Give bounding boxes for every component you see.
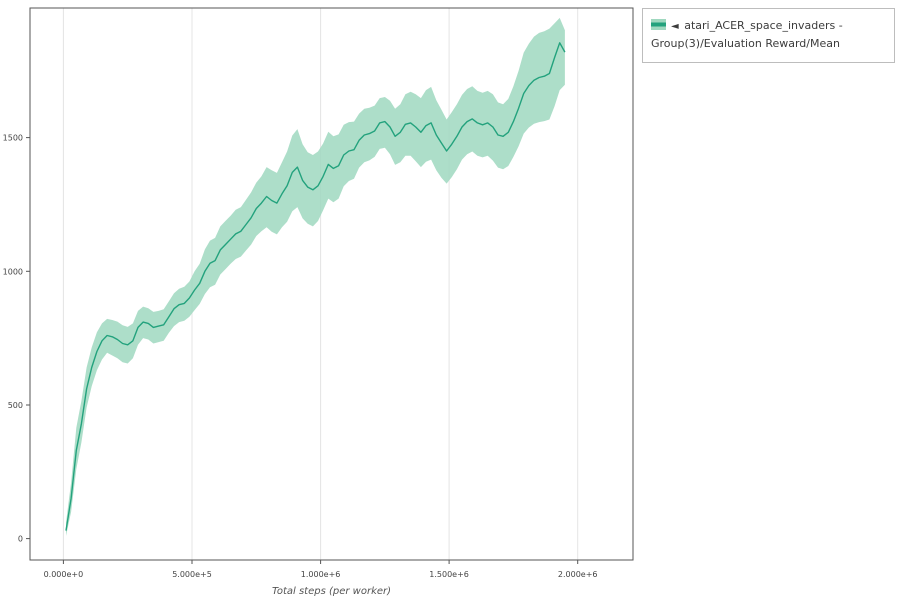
x-tick-label: 1.000e+6 (301, 570, 341, 579)
x-axis-label: Total steps (per worker) (272, 586, 391, 597)
x-tick-label: 2.000e+6 (558, 570, 598, 579)
y-tick-label: 0 (18, 535, 23, 544)
x-tick-label: 5.000e+5 (172, 570, 212, 579)
legend: ◄ atari_ACER_space_invaders - Group(3)/E… (642, 8, 895, 63)
legend-swatch-icon (651, 19, 666, 30)
x-tick-label: 1.500e+6 (429, 570, 469, 579)
y-tick-label: 1500 (3, 134, 23, 143)
x-tick-label: 0.000e+0 (44, 570, 84, 579)
mean-line (65, 42, 566, 531)
plot-border (29, 7, 634, 561)
confidence-band (66, 17, 565, 536)
legend-label: atari_ACER_space_invaders - Group(3)/Eva… (651, 19, 843, 50)
legend-item[interactable]: ◄ atari_ACER_space_invaders - Group(3)/E… (651, 17, 884, 52)
legend-toggle-icon[interactable]: ◄ (671, 21, 679, 32)
chart: 0.000e+0 5.000e+5 1.000e+6 1.500e+6 2.000e+6… (3, 7, 634, 597)
chart-svg: 0.000e+0 5.000e+5 1.000e+6 1.500e+6 2.000e+6… (3, 7, 634, 597)
y-tick-label: 500 (8, 401, 23, 410)
y-tick-label: 1000 (3, 267, 23, 276)
